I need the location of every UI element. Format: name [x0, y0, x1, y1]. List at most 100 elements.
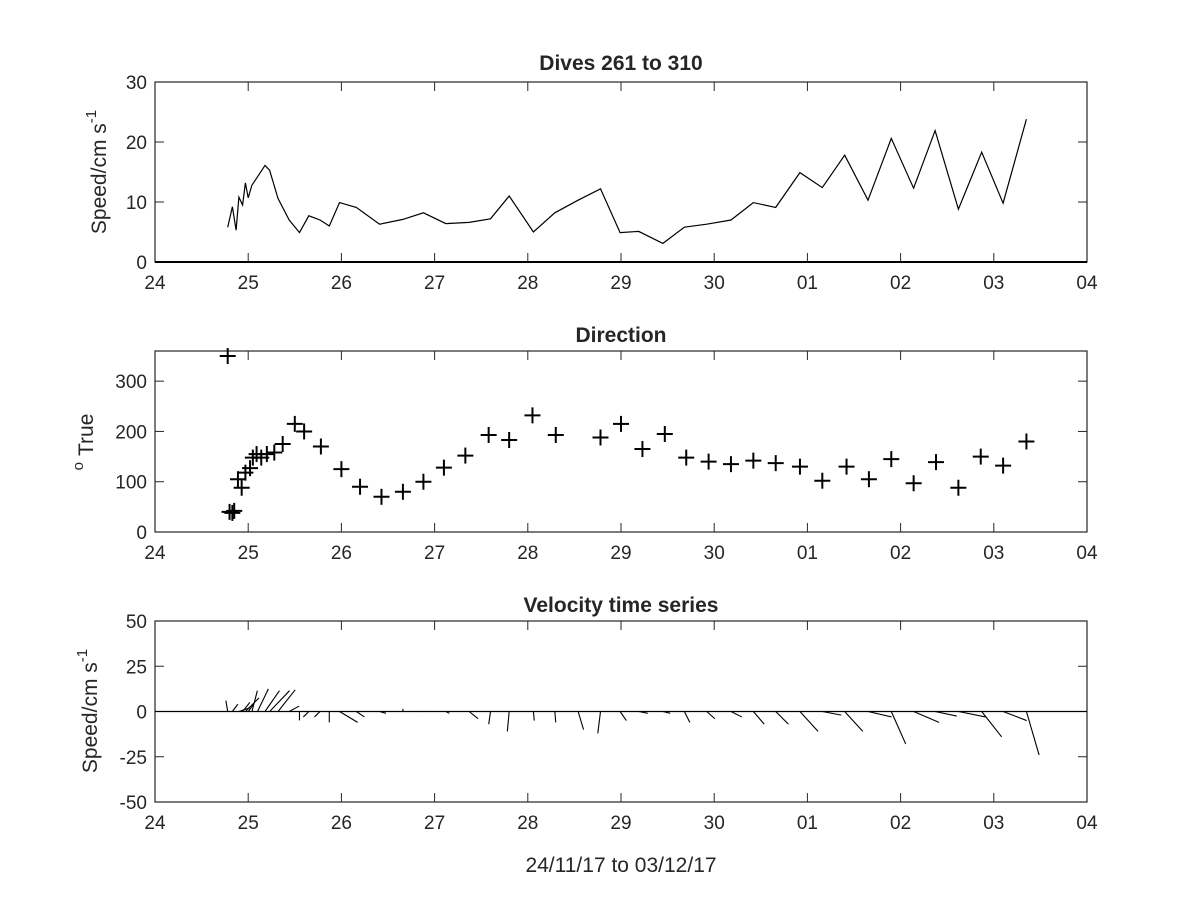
velocity-stick — [752, 711, 765, 725]
direction-point — [814, 472, 831, 489]
direction-ytick-label: 0 — [136, 523, 147, 544]
velocity-x-axis-label: 24/11/17 to 03/12/17 — [525, 854, 716, 877]
direction-point — [274, 436, 291, 453]
velocity-xtick-label: 25 — [238, 813, 259, 834]
direction-point — [352, 478, 369, 495]
velocity-stick — [597, 711, 602, 734]
direction-point — [928, 454, 945, 471]
velocity-xtick-label: 24 — [144, 813, 166, 834]
velocity-xtick-label: 27 — [424, 813, 445, 834]
direction-point — [415, 473, 432, 490]
speed-xtick-label: 24 — [144, 273, 166, 294]
velocity-stick — [445, 711, 450, 714]
speed-ytick-label: 10 — [126, 193, 147, 214]
velocity-stick — [488, 711, 492, 725]
direction-xtick-label: 01 — [797, 543, 818, 564]
direction-y-axis-label: oTrue — [70, 414, 98, 471]
velocity-stick — [225, 700, 229, 712]
direction-point — [613, 415, 629, 432]
velocity-stick — [775, 711, 789, 725]
speed-xtick-label: 26 — [331, 273, 352, 294]
velocity-stick — [683, 711, 691, 723]
speed-y-axis-label: Speed/cm s-1 — [83, 110, 111, 234]
velocity-stick — [662, 710, 671, 714]
velocity-stick — [302, 711, 310, 718]
direction-point — [678, 449, 695, 466]
velocity-stick — [288, 705, 300, 712]
velocity-xtick-label: 03 — [983, 813, 1004, 834]
direction-point — [296, 423, 313, 440]
speed-xtick-label: 03 — [983, 273, 1004, 294]
direction-point — [972, 448, 989, 465]
direction-point — [791, 458, 808, 475]
speed-xtick-label: 30 — [704, 273, 725, 294]
direction-axes-box — [154, 350, 1088, 533]
velocity-stick — [339, 711, 358, 723]
velocity-stick — [251, 690, 258, 712]
velocity-axes-ticks: 24 25 26 27 28 29 30 01 02 03 04 -50 -25 0 25 50 — [120, 612, 1098, 834]
speed-line — [227, 119, 1027, 245]
direction-point — [286, 415, 303, 432]
direction-point — [233, 479, 250, 496]
direction-point — [547, 426, 564, 443]
velocity-stick — [1002, 710, 1027, 722]
velocity-stick — [506, 711, 510, 732]
direction-point — [838, 458, 855, 475]
velocity-stick — [277, 689, 296, 712]
velocity-stick — [269, 690, 290, 712]
velocity-xtick-label: 30 — [704, 813, 725, 834]
speed-panel: 24 25 26 27 28 29 30 01 02 03 04 0 10 20 30 Dives 261 … — [83, 52, 1098, 294]
direction-point — [373, 488, 390, 505]
velocity-panel-title: Velocity time series — [524, 594, 719, 617]
velocity-xtick-label: 26 — [331, 813, 352, 834]
direction-point — [266, 444, 283, 461]
direction-xtick-label: 26 — [331, 543, 352, 564]
direction-xtick-label: 03 — [983, 543, 1004, 564]
direction-xtick-label: 27 — [424, 543, 445, 564]
velocity-xtick-label: 02 — [890, 813, 911, 834]
velocity-stick — [706, 711, 716, 720]
direction-point — [480, 426, 497, 443]
direction-xtick-label: 29 — [610, 543, 631, 564]
velocity-stick — [799, 711, 819, 732]
speed-xtick-label: 27 — [424, 273, 445, 294]
velocity-stick — [844, 711, 864, 732]
velocity-ytick-label: 50 — [126, 612, 147, 633]
velocity-stick — [913, 710, 940, 723]
speed-axes-ticks: 24 25 26 27 28 29 30 01 02 03 04 0 10 20 30 — [126, 73, 1098, 294]
speed-xtick-label: 04 — [1076, 273, 1098, 294]
direction-xtick-label: 25 — [238, 543, 259, 564]
velocity-stick — [242, 702, 251, 712]
velocity-stick — [532, 711, 535, 721]
direction-ytick-label: 200 — [115, 422, 147, 443]
direction-point — [226, 502, 243, 519]
speed-ytick-label: 20 — [126, 133, 147, 154]
velocity-y-axis-label: Speed/cm s-1 — [74, 649, 102, 773]
velocity-stick — [314, 711, 321, 718]
direction-point — [224, 504, 241, 521]
velocity-stick — [822, 710, 842, 716]
velocity-stick — [468, 711, 479, 720]
direction-xtick-label: 24 — [144, 543, 166, 564]
velocity-stick — [247, 703, 255, 712]
velocity-stick — [231, 703, 239, 712]
direction-ytick-label: 300 — [115, 372, 147, 393]
velocity-stick — [981, 711, 1003, 738]
direction-series — [219, 348, 1035, 521]
direction-point — [860, 471, 877, 488]
direction-point — [229, 471, 246, 488]
speed-ytick-label: 0 — [136, 253, 147, 274]
direction-ytick-label: 100 — [115, 473, 147, 494]
direction-xtick-label: 04 — [1076, 543, 1098, 564]
direction-xtick-label: 28 — [517, 543, 538, 564]
velocity-xtick-label: 28 — [517, 813, 538, 834]
direction-point — [745, 452, 762, 469]
velocity-stick — [577, 711, 585, 730]
direction-point — [242, 460, 259, 477]
direction-point — [883, 451, 900, 468]
direction-point — [592, 429, 609, 446]
velocity-xtick-label: 04 — [1076, 813, 1098, 834]
direction-point — [524, 407, 541, 424]
velocity-stick — [619, 711, 627, 721]
